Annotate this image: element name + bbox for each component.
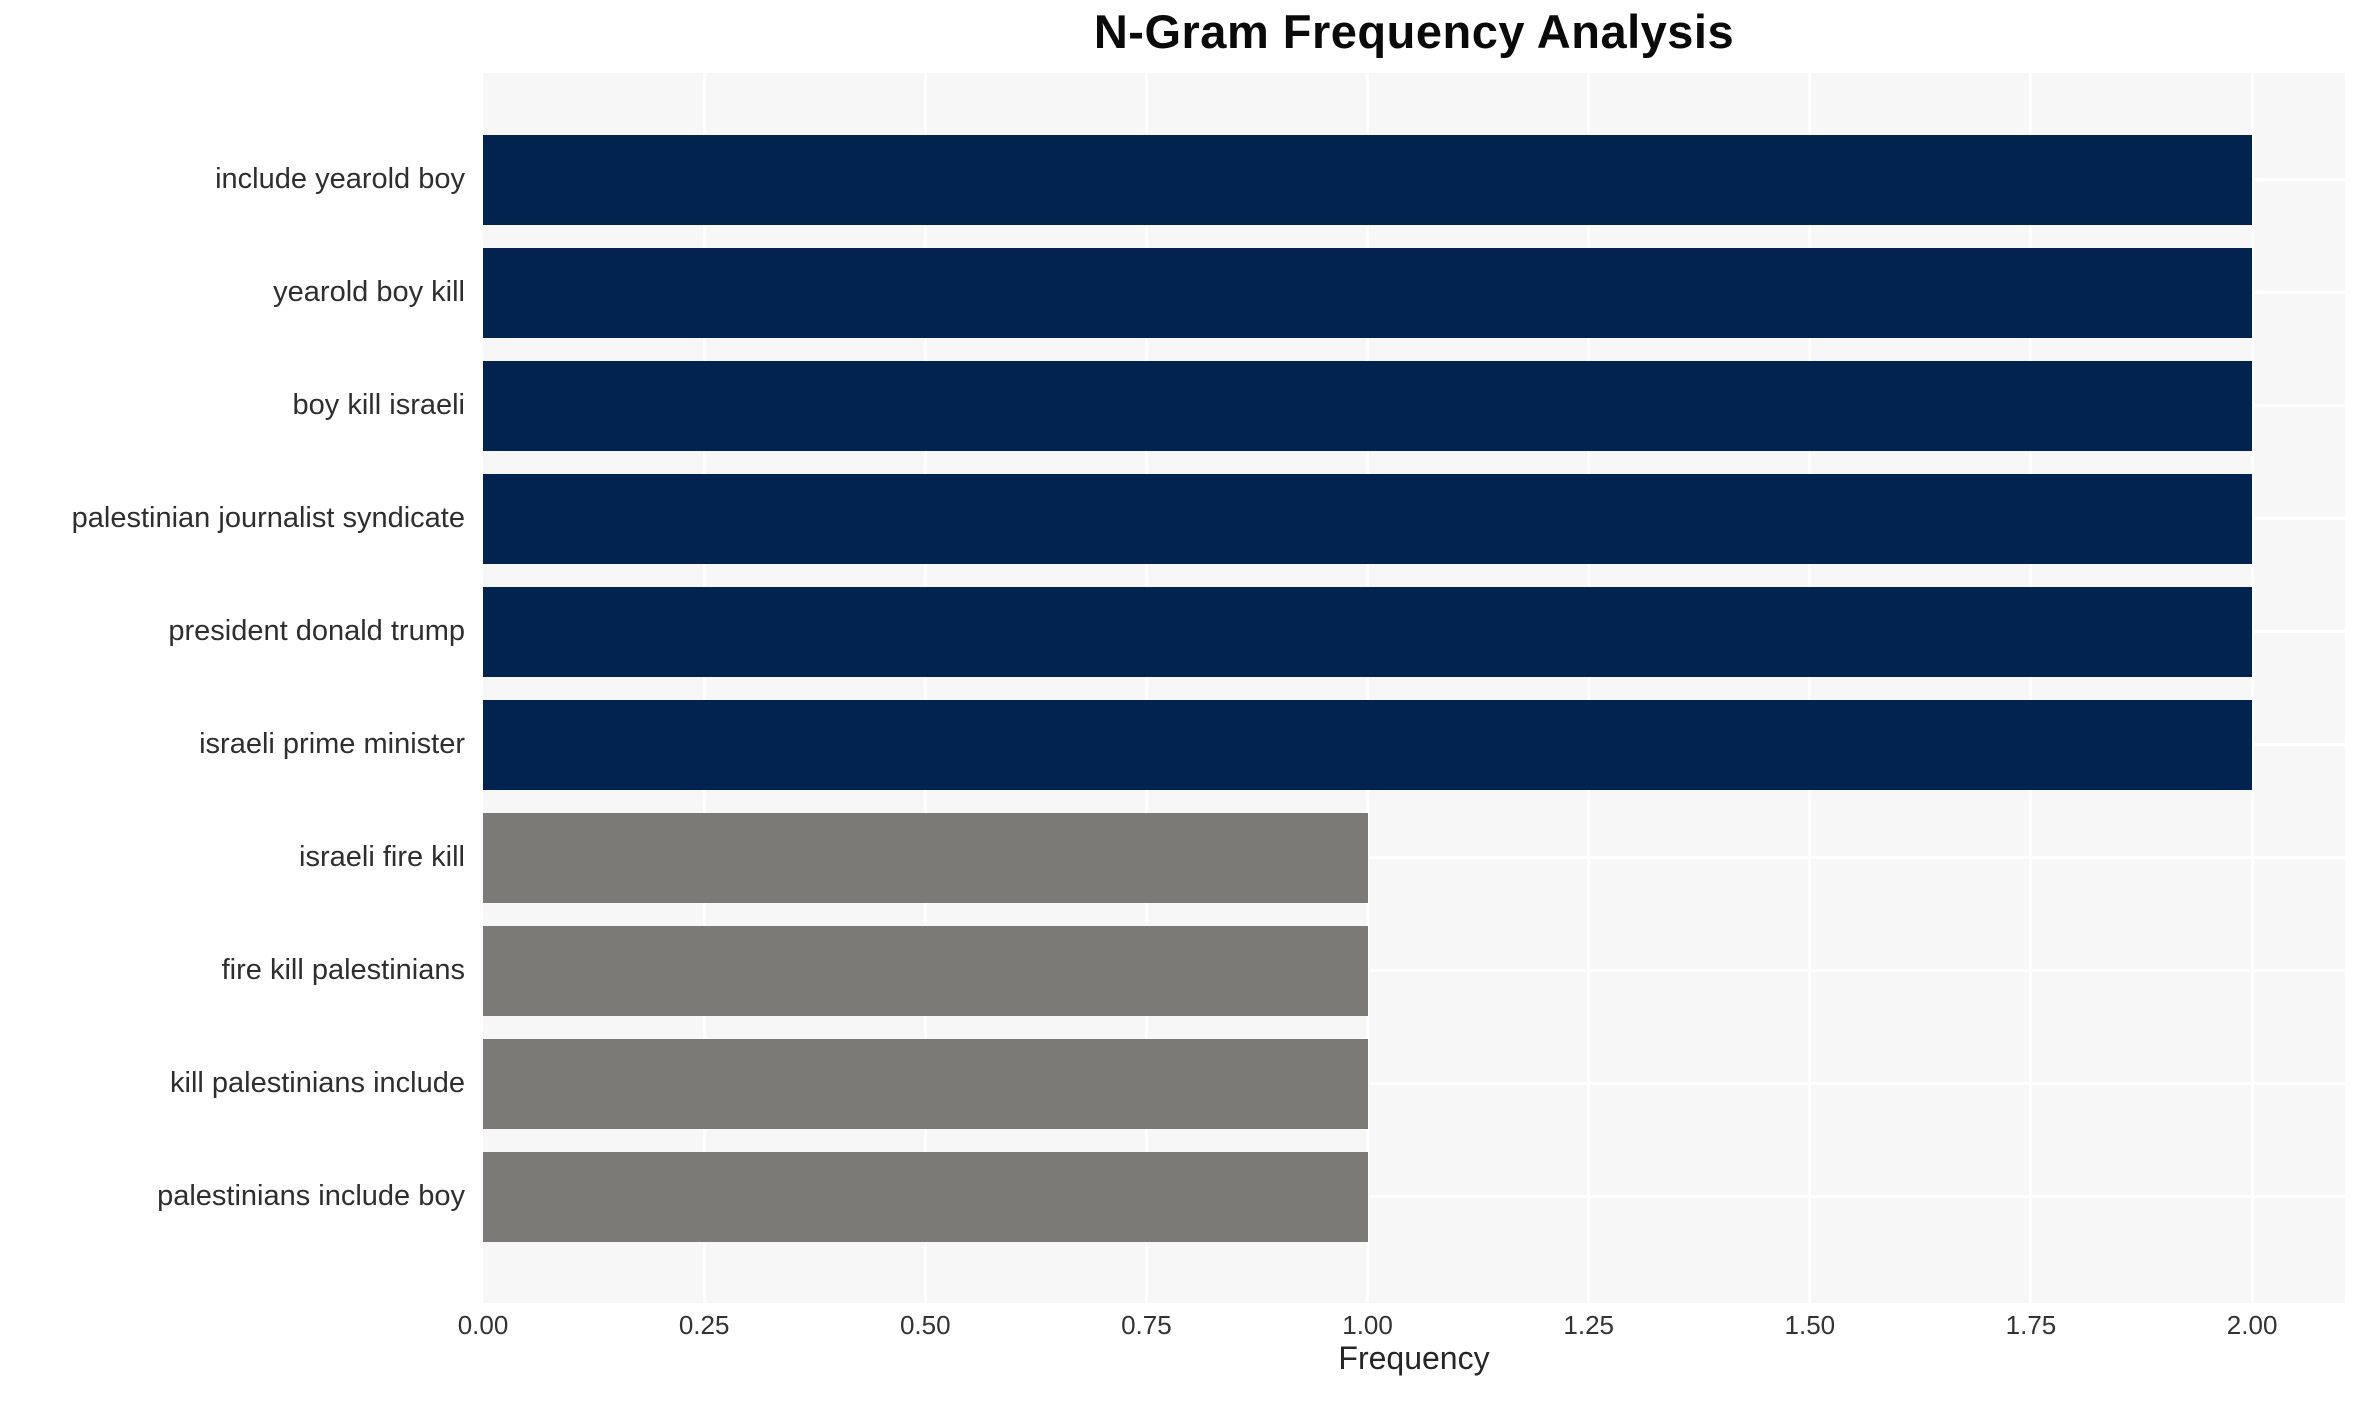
x-tick-label: 1.25 bbox=[1563, 1310, 1614, 1340]
gridline-vertical bbox=[923, 73, 927, 1303]
x-tick-label: 0.50 bbox=[899, 1310, 951, 1340]
bar bbox=[483, 247, 2253, 338]
gridline-horizontal bbox=[483, 1195, 2345, 1198]
bar bbox=[483, 699, 2253, 790]
bars-container bbox=[483, 73, 2345, 1303]
category-label: include yearold boy bbox=[215, 163, 465, 195]
bar-row bbox=[483, 236, 2345, 349]
bar bbox=[483, 134, 2253, 225]
y-axis-labels: include yearold boy yearold boy kill boy k… bbox=[0, 73, 465, 1402]
bar-row bbox=[483, 575, 2345, 688]
bar bbox=[483, 925, 1368, 1016]
x-tick-label: 2.00 bbox=[2226, 1310, 2278, 1340]
bar-row bbox=[483, 801, 2345, 914]
plot-area bbox=[483, 73, 2345, 1303]
x-tick-label: 0.00 bbox=[457, 1310, 509, 1340]
category-label: boy kill israeli bbox=[292, 389, 465, 421]
x-tick-label: 1.75 bbox=[2005, 1310, 2057, 1340]
category-label: kill palestinians include bbox=[170, 1067, 465, 1099]
x-tick-label: 0.75 bbox=[1121, 1310, 1172, 1340]
x-tick-label: 1.00 bbox=[1342, 1310, 1393, 1340]
bar bbox=[483, 473, 2253, 564]
category-label-row: kill palestinians include bbox=[0, 1027, 465, 1140]
category-label-row: president donald trump bbox=[0, 575, 465, 688]
x-axis-label: Frequency bbox=[1338, 1340, 1490, 1376]
bar bbox=[483, 812, 1368, 903]
x-tick-label: 1.50 bbox=[1784, 1310, 1836, 1340]
bar bbox=[483, 1151, 1368, 1242]
category-label-row: boy kill israeli bbox=[0, 349, 465, 462]
category-label: yearold boy kill bbox=[273, 276, 465, 308]
chart-title: N-Gram Frequency Analysis bbox=[1093, 5, 1735, 58]
gridline-vertical bbox=[2029, 73, 2033, 1303]
category-label-row: israeli prime minister bbox=[0, 688, 465, 801]
bar-row bbox=[483, 462, 2345, 575]
gridline-horizontal bbox=[483, 1082, 2345, 1085]
bar bbox=[483, 586, 2253, 677]
category-label: fire kill palestinians bbox=[221, 954, 465, 986]
gridline-vertical bbox=[1366, 73, 1370, 1303]
bar-row bbox=[483, 1140, 2345, 1253]
gridline-vertical bbox=[2250, 73, 2254, 1303]
x-axis-ticks: 0.00 0.25 0.50 0.75 1.00 1.25 1.50 1.75 2.00 bbox=[458, 1310, 2345, 1344]
category-label-row: yearold boy kill bbox=[0, 236, 465, 349]
bar-row bbox=[483, 349, 2345, 462]
gridline-vertical bbox=[702, 73, 706, 1303]
category-label-row: palestinian journalist syndicate bbox=[0, 462, 465, 575]
bar bbox=[483, 1038, 1368, 1129]
bar bbox=[483, 360, 2253, 451]
bar-row bbox=[483, 1027, 2345, 1140]
gridline-vertical bbox=[1144, 73, 1148, 1303]
gridline-vertical bbox=[1587, 73, 1591, 1303]
gridline-horizontal bbox=[483, 856, 2345, 859]
category-label-row: include yearold boy bbox=[0, 123, 465, 236]
category-label: israeli fire kill bbox=[299, 841, 465, 873]
category-label-row: palestinians include boy bbox=[0, 1140, 465, 1253]
category-label: palestinians include boy bbox=[157, 1180, 465, 1212]
gridline-horizontal bbox=[483, 969, 2345, 972]
category-label-row: israeli fire kill bbox=[0, 801, 465, 914]
category-label: president donald trump bbox=[168, 615, 465, 647]
category-label: palestinian journalist syndicate bbox=[71, 502, 465, 534]
bar-row bbox=[483, 123, 2345, 236]
category-label: israeli prime minister bbox=[199, 728, 465, 760]
x-tick-label: 0.25 bbox=[678, 1310, 730, 1340]
category-label-row: fire kill palestinians bbox=[0, 914, 465, 1027]
bar-row bbox=[483, 914, 2345, 1027]
bar-row bbox=[483, 688, 2345, 801]
gridline-vertical bbox=[1808, 73, 1812, 1303]
